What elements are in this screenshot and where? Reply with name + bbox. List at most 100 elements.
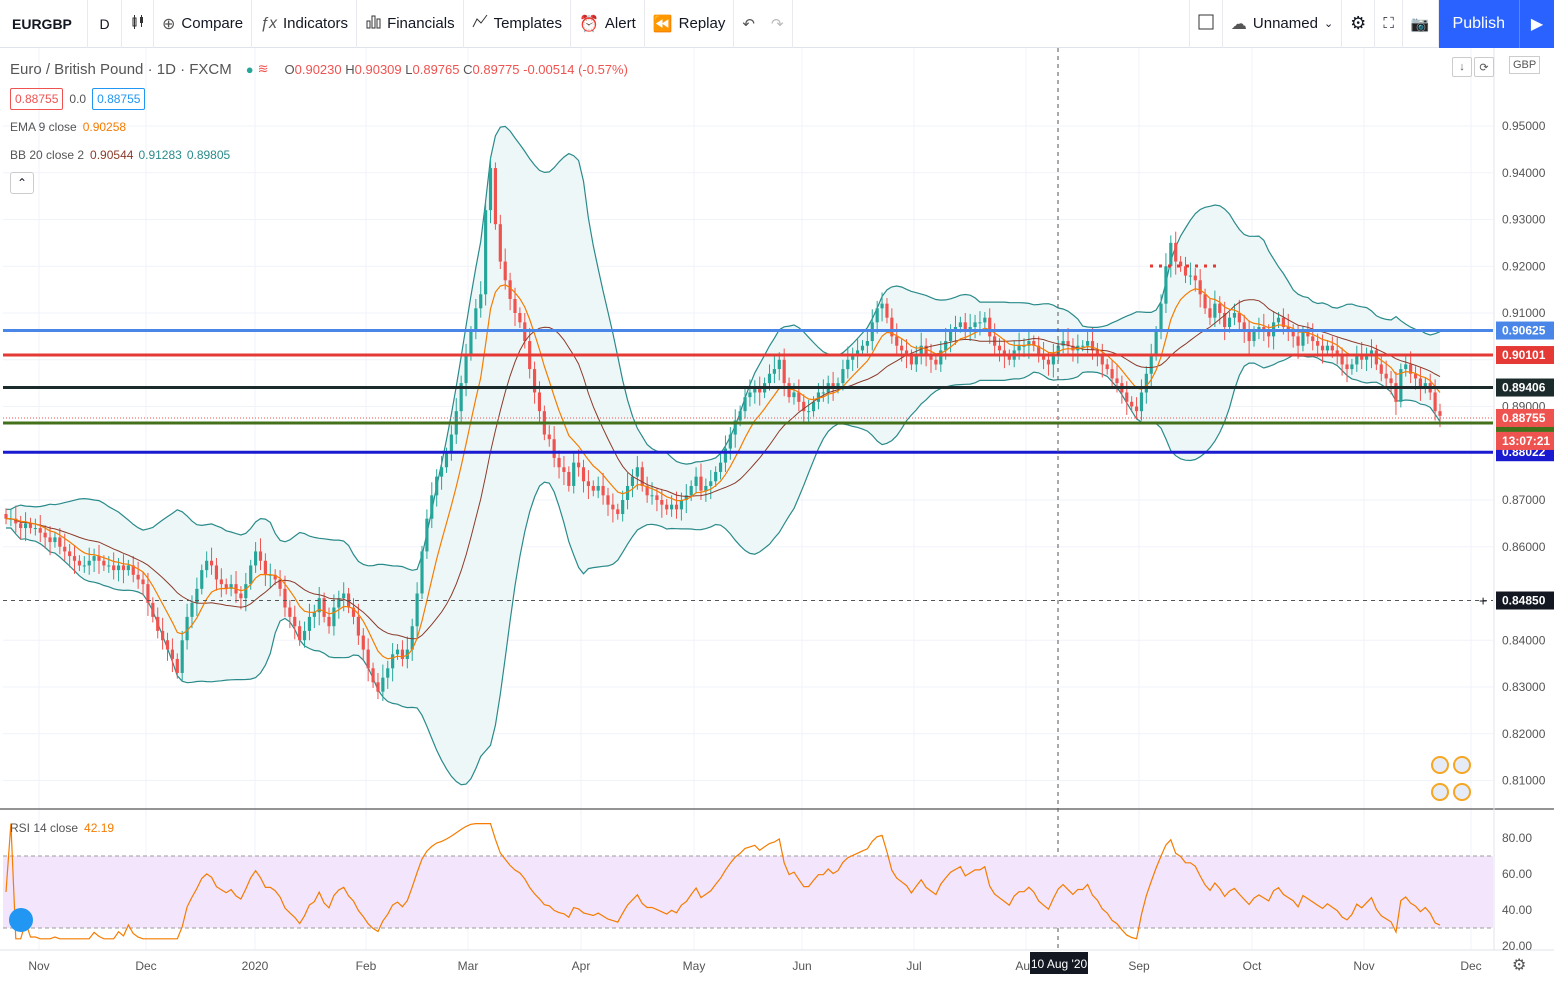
candle-body — [1169, 242, 1173, 267]
candle-body — [205, 560, 209, 571]
ema-line — [6, 284, 1441, 660]
y-tick-label: 0.84000 — [1502, 633, 1546, 647]
candle-body — [1423, 383, 1427, 388]
candle-body — [1330, 345, 1334, 351]
candle-body — [1409, 364, 1413, 374]
candle-body — [929, 355, 933, 360]
candle-body — [1227, 317, 1232, 328]
candle-body — [395, 649, 400, 655]
compare-button[interactable]: ⊕ Compare — [154, 0, 253, 48]
y-tick-label: 0.91000 — [1502, 306, 1546, 320]
candle-body — [381, 677, 385, 692]
candle-body — [1384, 373, 1388, 379]
candle-body — [161, 630, 165, 641]
candle-body — [195, 588, 199, 603]
chart-settings-gear[interactable]: ⚙ — [1512, 955, 1526, 975]
rsi-legend: RSI 14 close 42.19 — [10, 821, 114, 835]
change-value: -0.00514 (-0.57%) — [523, 61, 628, 77]
plus-circle-icon: ⊕ — [162, 15, 176, 33]
buy-price-box[interactable]: 0.88755 — [92, 88, 146, 110]
rsi-tick-label: 80.00 — [1502, 831, 1532, 845]
candle-body — [728, 434, 732, 449]
candle-body — [214, 565, 219, 580]
candle-body — [1360, 355, 1364, 360]
currency-label[interactable]: GBP — [1509, 56, 1541, 74]
symbol-search-button[interactable]: EURGBP — [0, 0, 88, 48]
compare-label: Compare — [181, 15, 244, 32]
fullscreen-square-button[interactable] — [1188, 0, 1223, 48]
candle-body — [738, 411, 742, 421]
bb-label: BB 20 close 2 — [10, 148, 85, 162]
snapshot-button[interactable]: 📷 — [1403, 0, 1439, 48]
candle-body — [1335, 350, 1339, 356]
sell-price-box[interactable]: 0.88755 — [10, 88, 64, 110]
candle-body — [175, 658, 179, 673]
candle-body — [944, 341, 948, 351]
candle-body — [1340, 355, 1344, 365]
candle-body — [772, 369, 776, 374]
candle-body — [655, 495, 659, 500]
settings-button[interactable]: ⚙ — [1342, 0, 1376, 48]
candle-body — [694, 476, 698, 486]
rsi-pane — [3, 756, 1493, 940]
layout-menu-button[interactable]: ☁ Unnamed ⌄ — [1223, 0, 1343, 48]
candle-body — [978, 322, 982, 324]
candle-body — [263, 560, 267, 575]
reset-button[interactable]: ⟳ — [1474, 57, 1494, 77]
candle-body — [288, 607, 292, 617]
candle-body — [1051, 355, 1055, 365]
candle-body — [249, 565, 253, 585]
x-tick-label: Sep — [1128, 959, 1150, 973]
undo-button[interactable]: ↶ — [734, 0, 763, 48]
rsi-label: RSI 14 close — [10, 821, 79, 835]
candle-body — [53, 537, 57, 543]
candle-body — [1022, 345, 1026, 347]
close-value: 0.89775 — [472, 61, 520, 77]
play-button[interactable]: ▶ — [1519, 0, 1554, 48]
replay-button[interactable]: ⏪ Replay — [645, 0, 735, 48]
candle-body — [807, 411, 811, 413]
candle-body — [586, 481, 591, 486]
interval-button[interactable]: D — [88, 0, 122, 48]
candle-body — [209, 560, 214, 566]
candle-body — [1355, 355, 1359, 365]
candle-body — [1232, 313, 1237, 318]
candle-body — [1046, 359, 1051, 365]
candle-body — [900, 345, 904, 351]
candle-body — [797, 392, 801, 402]
countdown-label: 13:07:21 — [1502, 434, 1550, 448]
candle-body — [611, 504, 615, 510]
candle-body — [151, 602, 155, 617]
candle-body — [1247, 331, 1251, 342]
publish-button[interactable]: Publish — [1438, 0, 1519, 48]
candle-body — [298, 626, 302, 641]
level-price-label: 0.90101 — [1502, 348, 1546, 362]
candle-body — [278, 579, 282, 589]
indicators-button[interactable]: ƒx Indicators — [252, 0, 358, 48]
candle-body — [1418, 378, 1423, 388]
candle-body — [258, 551, 263, 561]
candle-body — [190, 602, 194, 617]
candle-body — [425, 518, 429, 552]
templates-button[interactable]: Templates — [464, 0, 571, 48]
fullscreen-button[interactable]: ⛶ — [1375, 0, 1403, 48]
rsi-tick-label: 60.00 — [1502, 867, 1532, 881]
collapse-legend-button[interactable]: ⌃ — [10, 172, 34, 194]
candle-body — [342, 593, 346, 599]
redo-button[interactable]: ↷ — [763, 0, 793, 48]
bar-style-button[interactable] — [122, 0, 154, 48]
candle-body — [1433, 392, 1437, 412]
candle-body — [577, 462, 581, 468]
candle-body — [116, 565, 121, 571]
candle-body — [846, 359, 850, 370]
candle-body — [997, 345, 1002, 351]
alert-button[interactable]: ⏰ Alert — [571, 0, 645, 48]
candle-body — [1394, 383, 1398, 402]
candle-body — [1291, 331, 1295, 337]
financials-button[interactable]: Financials — [357, 0, 464, 48]
candle-body — [1071, 345, 1075, 351]
candle-body — [371, 668, 375, 683]
candle-body — [640, 467, 644, 486]
scroll-down-button[interactable]: ↓ — [1452, 57, 1472, 77]
